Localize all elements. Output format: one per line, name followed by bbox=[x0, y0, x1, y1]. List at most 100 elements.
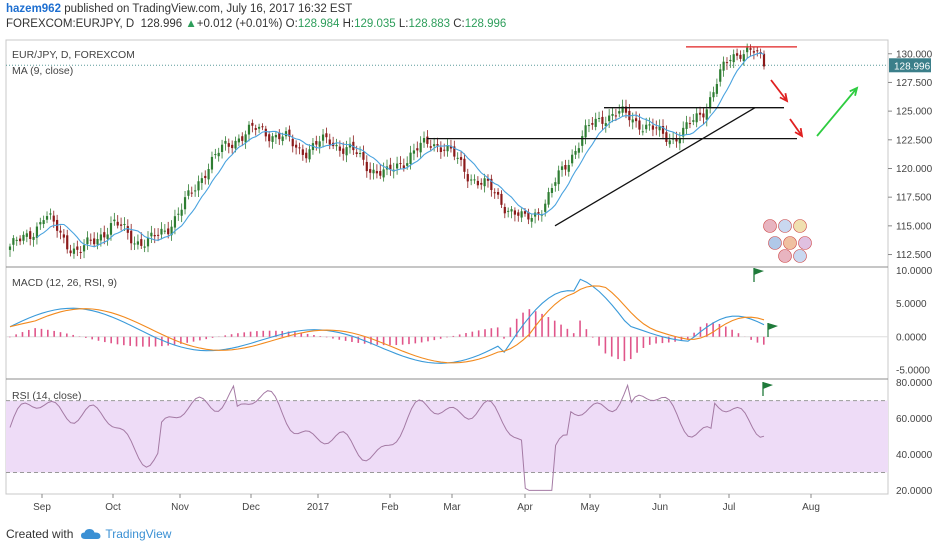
price-axis-label: 125.000 bbox=[896, 107, 932, 118]
candle-body bbox=[345, 147, 348, 156]
macd-hist-bar bbox=[414, 336, 417, 344]
tradingview-brand[interactable]: TradingView bbox=[105, 527, 172, 541]
macd-hist-bar bbox=[718, 323, 721, 337]
macd-hist-bar bbox=[72, 334, 74, 337]
macd-hist-bar bbox=[579, 320, 581, 337]
flag-icon bbox=[754, 268, 764, 275]
close-value: 128.996 bbox=[464, 18, 507, 30]
candle-body bbox=[194, 190, 197, 192]
macd-hist-bar bbox=[623, 336, 626, 362]
author-link[interactable]: hazem962 bbox=[6, 3, 61, 15]
candle-body bbox=[581, 136, 584, 146]
candle-body bbox=[517, 212, 520, 216]
candle-body bbox=[439, 147, 442, 152]
candle-body bbox=[668, 140, 671, 145]
price-axis-label: 130.000 bbox=[896, 49, 932, 60]
candle-body bbox=[544, 203, 547, 212]
macd-hist-bar bbox=[332, 336, 334, 339]
candle-body bbox=[658, 126, 661, 131]
price-tag-label: 128.996 bbox=[894, 61, 931, 72]
macd-hist-bar bbox=[186, 336, 189, 343]
candle-body bbox=[271, 136, 274, 142]
last-price: 128.996 bbox=[140, 18, 183, 30]
candle-body bbox=[45, 216, 49, 220]
candle-body bbox=[459, 157, 463, 160]
candle-body bbox=[335, 144, 338, 147]
candle-body bbox=[143, 246, 146, 248]
event-badge-icon bbox=[798, 236, 812, 250]
candle-body bbox=[419, 142, 422, 153]
macd-hist-bar bbox=[648, 336, 651, 345]
macd-hist-bar bbox=[300, 332, 303, 337]
macd-hist-bar bbox=[458, 334, 461, 337]
x-tick-label: Sep bbox=[33, 502, 51, 513]
macd-hist-bar bbox=[712, 322, 714, 337]
macd-hist-bar bbox=[275, 330, 277, 337]
candle-body bbox=[698, 112, 702, 115]
ma-line bbox=[36, 52, 765, 248]
x-tick-label: 2017 bbox=[307, 502, 330, 513]
candle-body bbox=[496, 191, 500, 195]
rsi-axis-label: 20.0000 bbox=[896, 486, 932, 497]
candle-body bbox=[237, 138, 240, 143]
candle-body bbox=[254, 127, 257, 130]
rsi-axis-label: 80.0000 bbox=[896, 378, 932, 389]
macd-hist-bar bbox=[123, 336, 125, 346]
candle-body bbox=[614, 115, 617, 117]
candle-body bbox=[762, 53, 766, 67]
macd-hist-bar bbox=[256, 331, 258, 337]
candle-body bbox=[530, 217, 533, 222]
candle-body bbox=[204, 175, 207, 179]
green-arrow-up bbox=[816, 87, 858, 137]
candle-body bbox=[645, 124, 648, 130]
candle-body bbox=[756, 50, 759, 52]
candle-body bbox=[702, 113, 705, 118]
macd-hist-bar bbox=[553, 320, 556, 337]
candle-body bbox=[564, 165, 567, 170]
macd-hist-bar bbox=[142, 336, 144, 347]
symbol-label[interactable]: FOREXCOM:EURJPY, D bbox=[6, 18, 135, 30]
rsi-band bbox=[6, 400, 888, 473]
macd-axis-label: 0.0000 bbox=[896, 332, 927, 343]
candle-body bbox=[574, 150, 577, 155]
macd-hist-bar bbox=[313, 335, 315, 337]
candle-body bbox=[722, 61, 725, 71]
macd-hist-bar bbox=[693, 332, 695, 337]
footer: Created with TradingView bbox=[6, 527, 171, 541]
candle-body bbox=[79, 251, 82, 253]
macd-hist-bar bbox=[287, 331, 290, 337]
macd-hist-bar bbox=[85, 336, 87, 338]
candle-body bbox=[547, 192, 550, 205]
green-arrow-up-head bbox=[849, 86, 859, 96]
macd-hist-bar bbox=[490, 328, 493, 337]
macd-hist-bar bbox=[528, 309, 531, 337]
macd-hist-bar bbox=[598, 336, 600, 346]
flag-icon bbox=[768, 323, 778, 330]
macd-hist-bar bbox=[116, 336, 119, 345]
candle-body bbox=[268, 134, 271, 142]
macd-hist-bar bbox=[148, 336, 150, 347]
candle-body bbox=[739, 54, 742, 59]
macd-hist-bar bbox=[484, 329, 486, 337]
macd-hist-bar bbox=[135, 336, 138, 347]
candle-body bbox=[513, 210, 517, 215]
candle-body bbox=[705, 109, 708, 120]
candle-body bbox=[157, 234, 160, 236]
candle-body bbox=[146, 237, 150, 247]
macd-hist-bar bbox=[724, 326, 727, 337]
candle-body bbox=[466, 174, 469, 182]
macd-hist-bar bbox=[477, 330, 480, 337]
candle-body bbox=[709, 97, 712, 108]
event-badge-icon bbox=[793, 249, 807, 263]
candle-body bbox=[133, 243, 136, 245]
candle-body bbox=[207, 169, 210, 180]
candle-body bbox=[173, 216, 177, 228]
macd-hist-bar bbox=[237, 333, 239, 337]
candle-body bbox=[153, 235, 156, 237]
candle-body bbox=[123, 223, 126, 226]
candle-body bbox=[89, 239, 92, 241]
candle-body bbox=[136, 241, 140, 245]
candle-body bbox=[177, 213, 180, 215]
candle-body bbox=[288, 129, 291, 137]
